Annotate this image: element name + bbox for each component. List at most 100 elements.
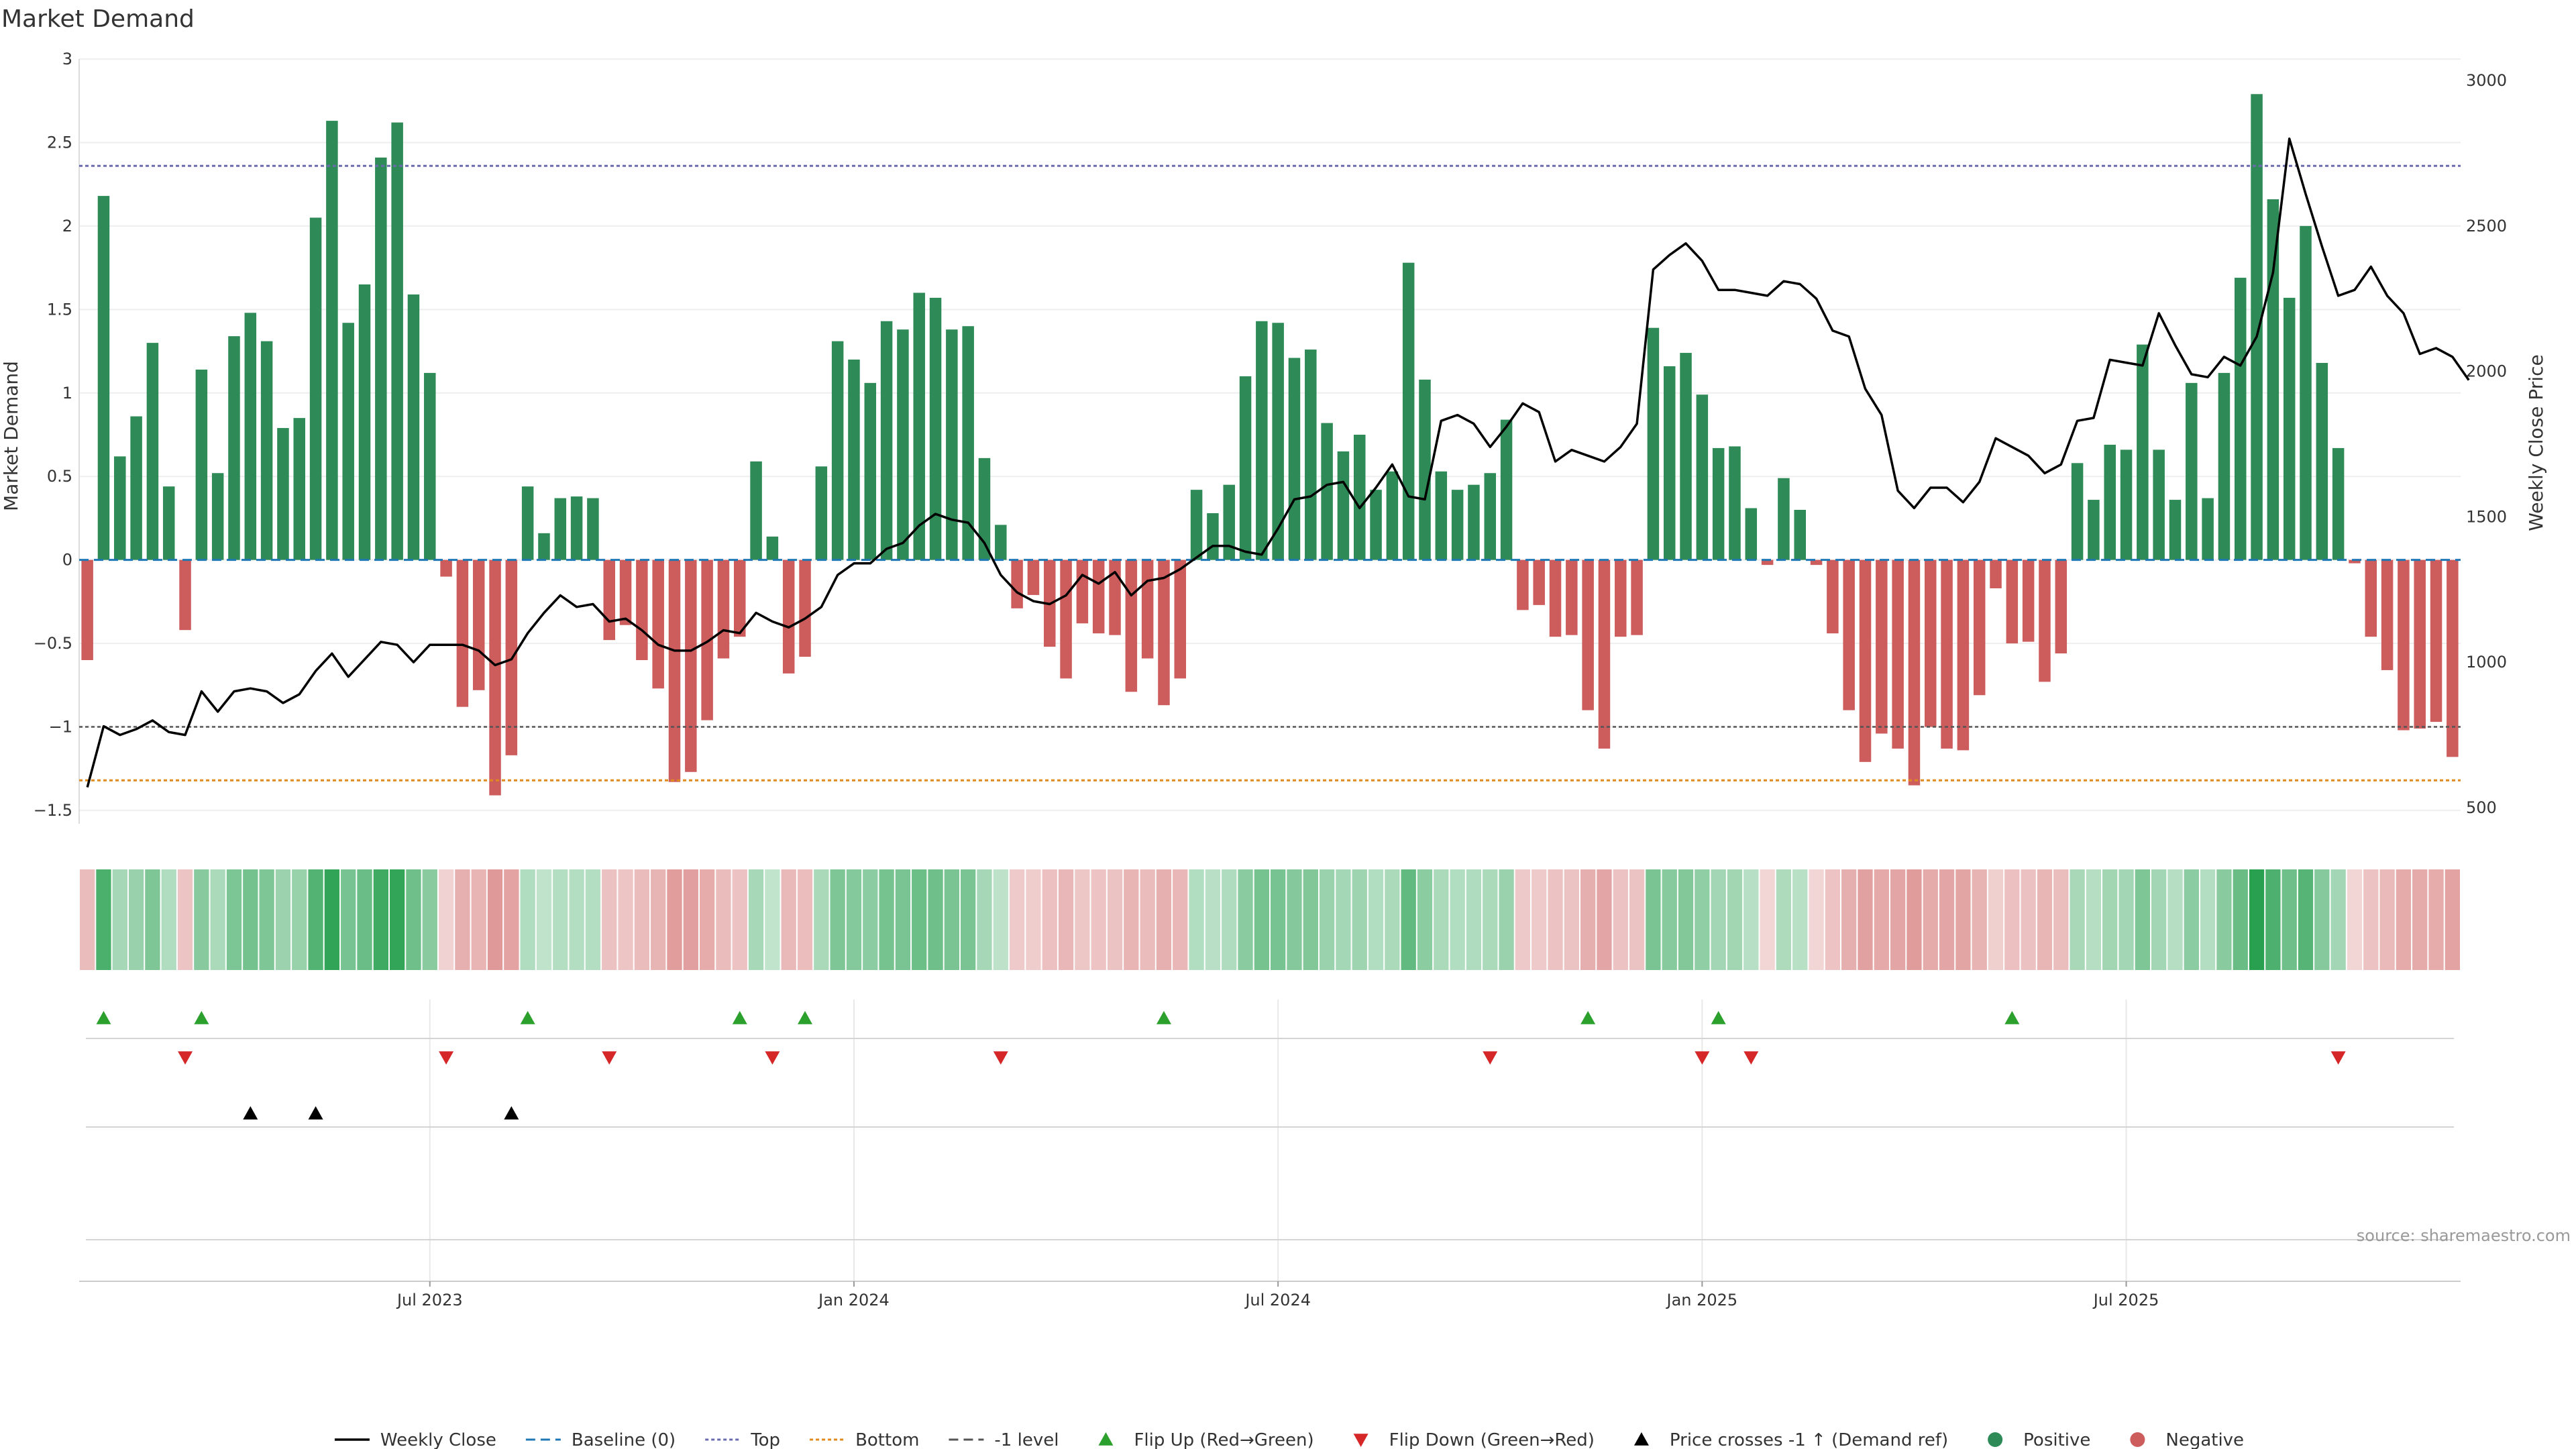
demand-bar [1109, 559, 1121, 635]
flip-down-marker [993, 1051, 1008, 1065]
heat-cell [961, 869, 976, 970]
heat-cell [1532, 869, 1547, 970]
demand-bar [2381, 559, 2394, 670]
heat-cell [863, 869, 878, 970]
y-tick-label: −0.5 [34, 634, 72, 653]
demand-bar [1011, 559, 1023, 608]
demand-bar [1402, 262, 1415, 560]
heat-cell [1792, 869, 1808, 970]
heat-cell [2330, 869, 2346, 970]
heat-cell [308, 869, 323, 970]
heat-cell [765, 869, 780, 970]
heat-cell [1743, 869, 1759, 970]
demand-bar [2137, 344, 2149, 560]
demand-bar [1957, 559, 1970, 751]
heat-cell [1923, 869, 1938, 970]
heat-cell [2396, 869, 2412, 970]
heat-cell [1140, 869, 1155, 970]
demand-bar [1288, 358, 1301, 560]
heat-cell [145, 869, 160, 970]
heat-cell [2314, 869, 2330, 970]
demand-bar [277, 428, 289, 560]
heat-cell [1580, 869, 1596, 970]
heat-cell [1597, 869, 1612, 970]
heat-cell [1890, 869, 1906, 970]
demand-bar [1027, 559, 1040, 595]
demand-bar [1174, 559, 1187, 679]
heat-cell [373, 869, 388, 970]
heat-cell [520, 869, 535, 970]
demand-bar [701, 559, 713, 720]
flip-down-marker [178, 1051, 193, 1065]
heat-cell [797, 869, 813, 970]
heat-cell [389, 869, 405, 970]
flip-down-marker [1695, 1051, 1710, 1065]
y-tick-label: −1 [49, 718, 72, 737]
heat-cell [1058, 869, 1074, 970]
heat-cell [1417, 869, 1433, 970]
heat-cell [1483, 869, 1498, 970]
legend-label: Flip Up (Red→Green) [1134, 1430, 1313, 1449]
price-cross-marker [504, 1106, 519, 1120]
heat-cell [1515, 869, 1531, 970]
flip-up-marker [96, 1011, 111, 1024]
demand-bar [1925, 559, 1937, 727]
demand-bar [358, 284, 371, 560]
demand-bar [1696, 394, 1709, 560]
demand-bar [1794, 510, 1806, 560]
demand-bar [472, 559, 485, 690]
demand-bar [130, 416, 142, 560]
demand-bar [1745, 508, 1758, 560]
demand-bar [570, 496, 583, 560]
heat-cell [455, 869, 470, 970]
demand-bar [2267, 199, 2279, 560]
heat-cell [912, 869, 927, 970]
heat-cell [2265, 869, 2281, 970]
demand-bar [1419, 379, 1431, 560]
heat-cell [1124, 869, 1139, 970]
flip-down-marker [2330, 1051, 2346, 1065]
heat-cell [2249, 869, 2265, 970]
heat-cell [1678, 869, 1694, 970]
heat-cell [1727, 869, 1743, 970]
demand-bar [2316, 362, 2328, 560]
demand-bar [913, 292, 925, 560]
heat-cell [275, 869, 291, 970]
demand-bar [978, 458, 991, 560]
demand-bar [293, 418, 306, 560]
demand-bar [2169, 500, 2182, 560]
y-axis-label: Market Demand [0, 361, 22, 511]
heat-cell [422, 869, 437, 970]
demand-bar [2218, 372, 2231, 560]
x-tick-label: Jan 2024 [817, 1291, 890, 1309]
demand-bar [1239, 376, 1252, 560]
x-tick-label: Jul 2025 [2092, 1291, 2159, 1309]
y2-axis-label: Weekly Close Price [2525, 354, 2547, 531]
legend-label: -1 level [994, 1430, 1059, 1449]
heat-cell [748, 869, 764, 970]
demand-bar [1941, 559, 1953, 749]
heat-cell [1499, 869, 1514, 970]
heat-cell [1303, 869, 1318, 970]
demand-bar [1092, 559, 1105, 634]
heat-cell [846, 869, 862, 970]
heat-cell [1825, 869, 1841, 970]
demand-bar [1272, 323, 1284, 560]
y-tick-label: 2.5 [47, 133, 72, 152]
heat-cell [1874, 869, 1889, 970]
y-tick-label: 0.5 [47, 467, 72, 486]
demand-bar [1353, 435, 1366, 560]
demand-bar [1190, 490, 1203, 560]
demand-bar [375, 157, 387, 560]
heat-cell [2118, 869, 2134, 970]
x-axis: Jul 2023 Jan 2024 Jul 2024 Jan 2025 Jul 2025 [79, 1281, 2461, 1309]
demand-bar [1615, 559, 1627, 637]
flip-down-marker [1483, 1051, 1498, 1065]
demand-bar [1908, 559, 1921, 786]
demand-bar [831, 341, 844, 560]
legend-label: Price crosses -1 ↑ (Demand ref) [1670, 1430, 1948, 1449]
demand-bar [1990, 559, 2002, 588]
demand-heat-strip [80, 869, 2460, 970]
demand-bar [2088, 500, 2100, 560]
